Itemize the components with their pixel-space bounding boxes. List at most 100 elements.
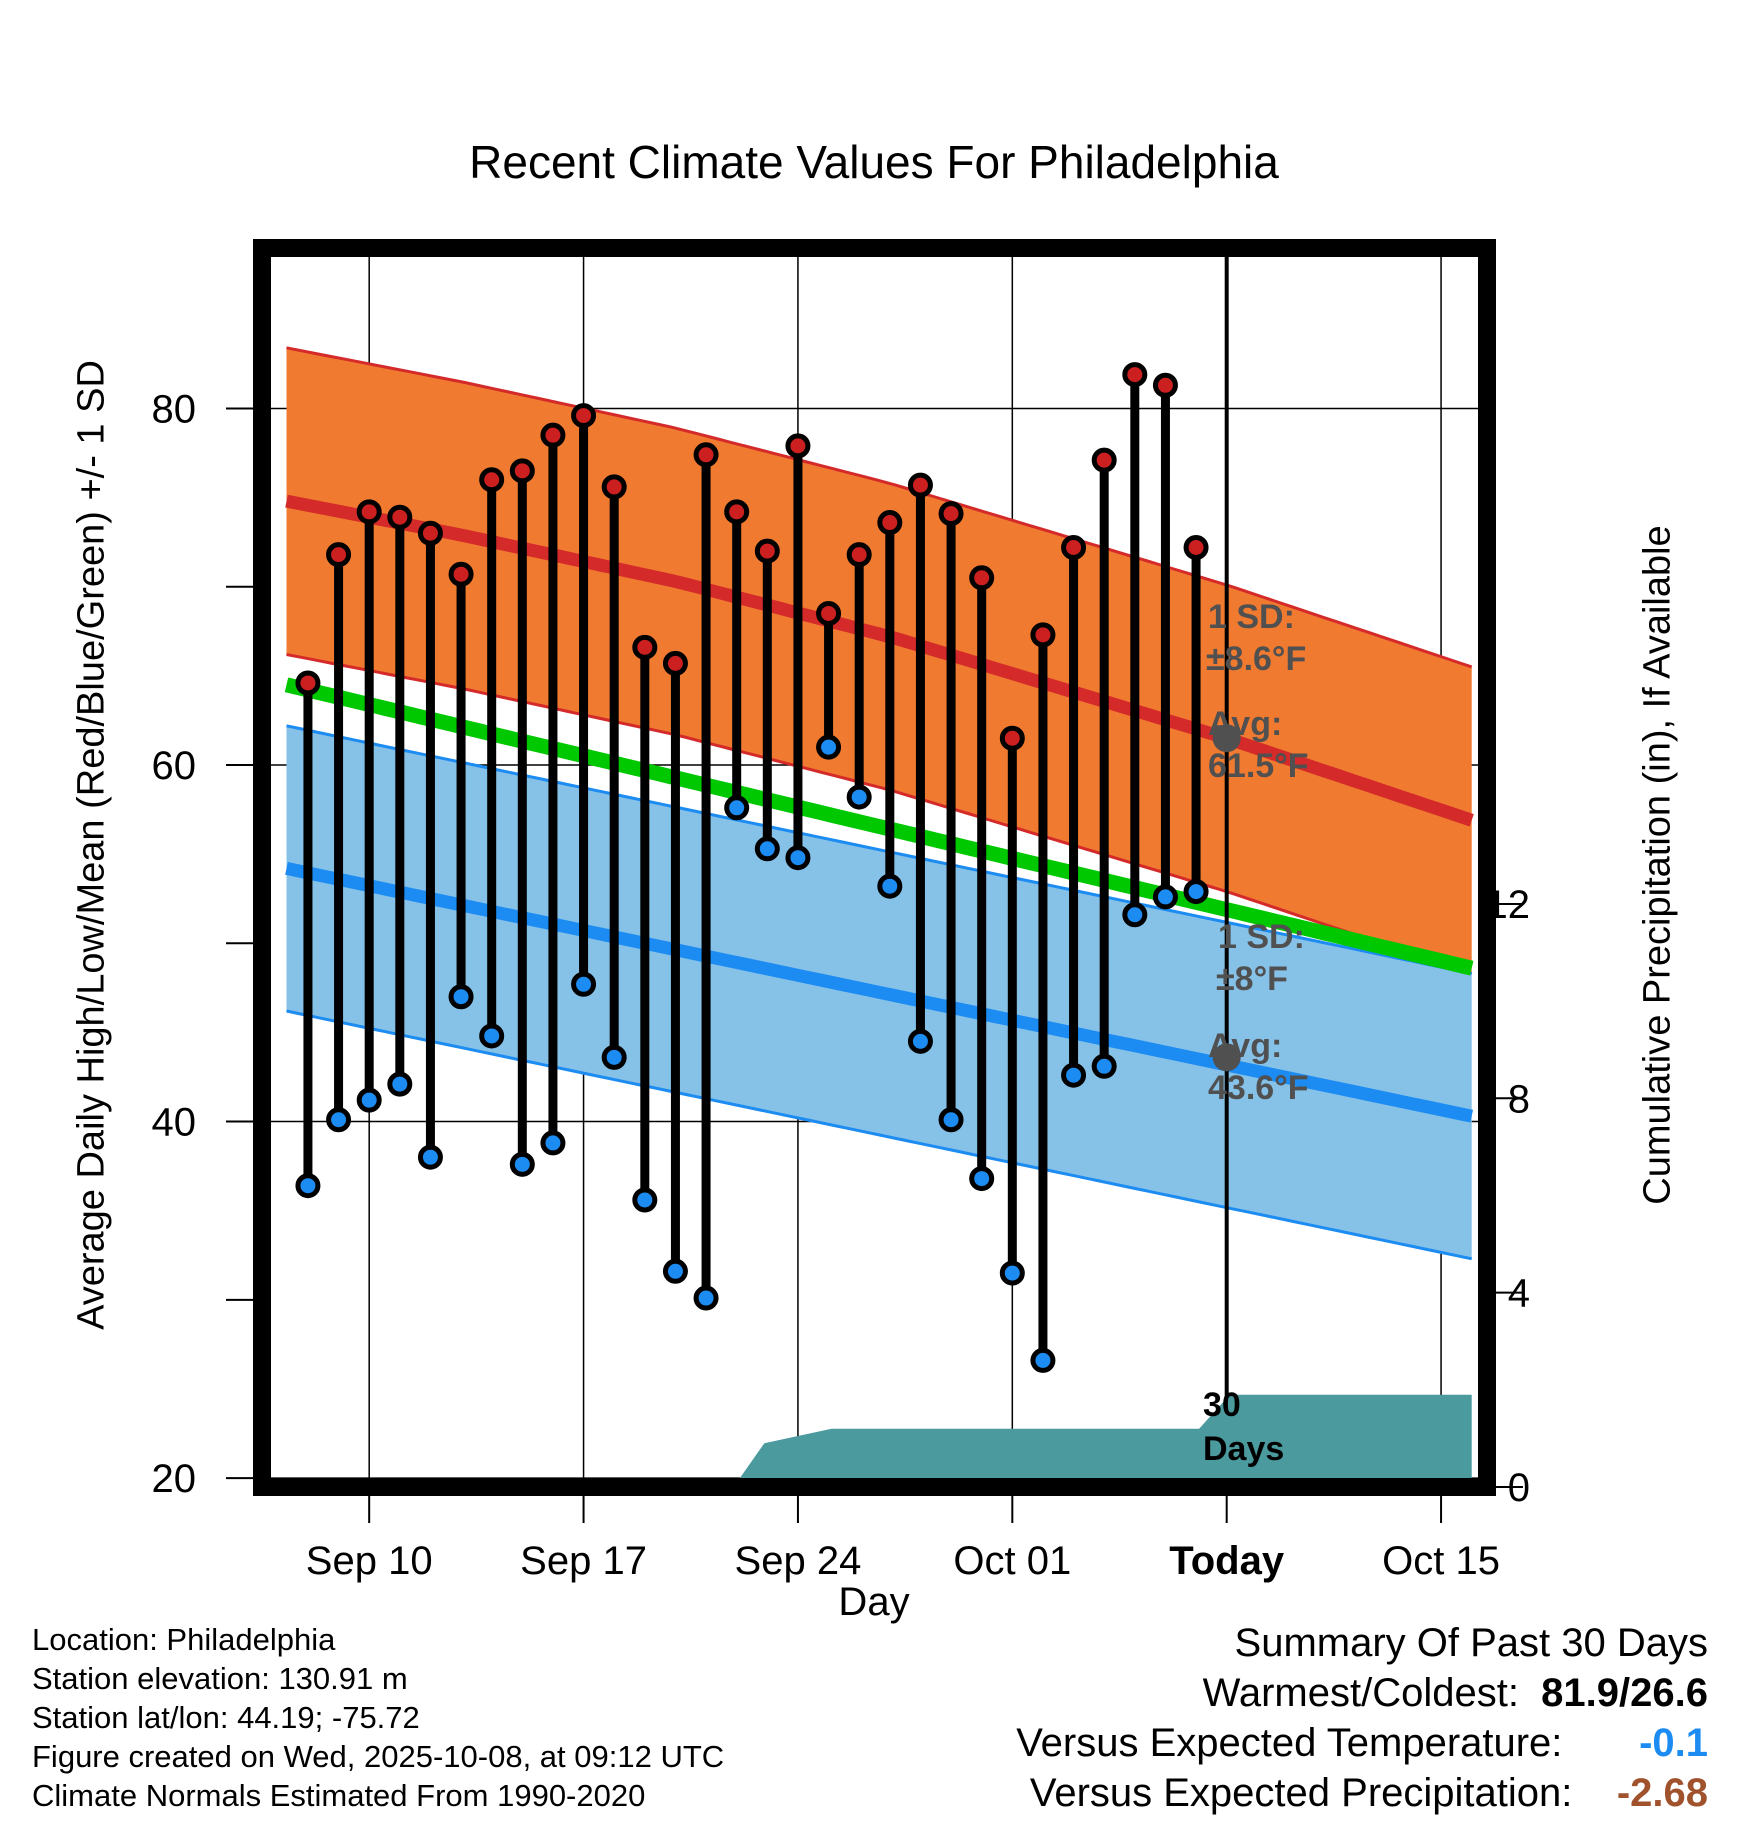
daily-ranges [295,362,1209,1373]
daily-high-point [724,499,750,525]
y-right-tick-label: 0 [1508,1466,1530,1510]
x-tick-label: Sep 10 [306,1539,433,1583]
info-normals: Climate Normals Estimated From 1990-2020 [32,1778,646,1813]
x-tick-label: Oct 15 [1382,1539,1500,1583]
high-sd-label: 1 SD: [1208,598,1295,636]
y-axis-left-label: Average Daily High/Low/Mean (Red/Blue/Gr… [70,360,113,1330]
high-band-top-edge [286,346,1473,669]
daily-low-point [1091,1053,1117,1079]
y-axis-right-label: Cumulative Precipitation (in), If Availa… [1636,525,1679,1205]
x-tick-label: Sep 17 [520,1539,647,1583]
days-label-number: 30 [1203,1386,1241,1424]
low-band-bottom-edge [286,1009,1473,1261]
daily-low-point [662,1258,688,1284]
daily-low-point [356,1087,382,1113]
daily-low-point [785,845,811,871]
annotations: 1 SD: ±8.6°F Avg: 61.5°F 1 SD: ±8°F Avg: 43.6°F… [1203,598,1309,1468]
chart-title: Recent Climate Values For Philadelphia [469,136,1279,188]
daily-low-point [509,1151,535,1177]
daily-high-point [754,538,780,564]
low-sd-value: ±8°F [1216,960,1288,998]
daily-high-point [448,561,474,587]
daily-high-point [387,504,413,530]
daily-low-point [1122,902,1148,928]
daily-low-point [632,1187,658,1213]
low-avg-value: 43.6°F [1208,1069,1309,1107]
low-band-top-edge [286,724,1473,976]
days-label-text: Days [1203,1430,1284,1468]
daily-high-point [326,542,352,568]
warm-cold-value: 81.9/26.6 [1541,1671,1708,1715]
high-avg-label: Avg: [1208,705,1282,743]
station-info: Location: Philadelphia Station elevation… [32,1620,724,1815]
summary-panel: Summary Of Past 30 Days Warmest/Coldest:… [1016,1618,1708,1818]
normal-lines [284,248,1474,1487]
today-high-avg-dot [1212,724,1241,753]
daily-high-point [816,600,842,626]
precip-value: -2.68 [1616,1771,1708,1815]
daily-high-point [571,403,597,429]
daily-high-point [877,510,903,536]
daily-low-point [877,873,903,899]
daily-high-point [662,650,688,676]
axes: 20 40 60 80 0 4 8 12 Sep 10 Sep 17 Sep 24 Oct 01 Tod… [152,387,1531,1583]
daily-high-point [1152,372,1178,398]
daily-high-point [1030,622,1056,648]
y-left-tick-label: 60 [152,744,197,788]
daily-high-point [356,499,382,525]
daily-high-point [999,725,1025,751]
daily-low-point [693,1285,719,1311]
daily-high-point [509,458,535,484]
daily-high-point [417,520,443,546]
daily-high-point [540,422,566,448]
info-location: Location: Philadelphia [32,1622,336,1657]
warm-cold-label: Warmest/Coldest: [1202,1671,1519,1715]
daily-low-point [1183,879,1209,905]
daily-low-point [540,1130,566,1156]
daily-high-point [907,472,933,498]
daily-high-point [1091,447,1117,473]
temp-label: Versus Expected Temperature: [1016,1721,1563,1765]
info-created: Figure created on Wed, 2025-10-08, at 09… [32,1739,725,1774]
high-sd-value: ±8.6°F [1206,640,1306,678]
y-right-tick-label: 4 [1508,1272,1530,1316]
summary-warm-cold: Warmest/Coldest: 81.9/26.6 [1016,1668,1708,1718]
summary-heading: Summary Of Past 30 Days [1234,1621,1708,1665]
daily-high-point [785,433,811,459]
daily-low-point [1061,1062,1087,1088]
normal-low-line [285,862,1474,1123]
summary-temp: Versus Expected Temperature: -0.1 [1016,1718,1708,1768]
daily-high-point [1122,362,1148,388]
high-band-bottom-edge [286,653,1473,976]
plot-frame [253,239,1496,1496]
daily-high-point [632,634,658,660]
daily-high-point [938,501,964,527]
y-left-tick-label: 20 [152,1457,197,1501]
precip-label: Versus Expected Precipitation: [1029,1771,1573,1815]
daily-high-point [969,565,995,591]
daily-low-point [571,971,597,997]
daily-low-point [999,1260,1025,1286]
precipitation [286,1394,1472,1487]
normal-mean-line [284,677,1474,976]
daily-high-point [693,442,719,468]
high-avg-value: 61.5°F [1208,747,1309,785]
low-sd-label: 1 SD: [1218,918,1305,956]
y-left-tick-label: 80 [152,387,197,431]
x-tick-label: Today [1169,1539,1285,1583]
daily-low-point [754,836,780,862]
daily-low-point [816,734,842,760]
daily-low-point [601,1044,627,1070]
plot-frame-rect [253,239,1496,1496]
daily-high-point [479,467,505,493]
daily-low-point [1030,1347,1056,1373]
daily-low-point [417,1144,443,1170]
daily-high-point [295,670,321,696]
daily-low-point [938,1107,964,1133]
daily-high-point [846,542,872,568]
daily-low-point [448,984,474,1010]
x-axis-label: Day [838,1580,910,1624]
low-avg-label: Avg: [1208,1027,1282,1065]
normal-high-line [285,494,1474,827]
y-left-tick-label: 40 [152,1101,197,1145]
